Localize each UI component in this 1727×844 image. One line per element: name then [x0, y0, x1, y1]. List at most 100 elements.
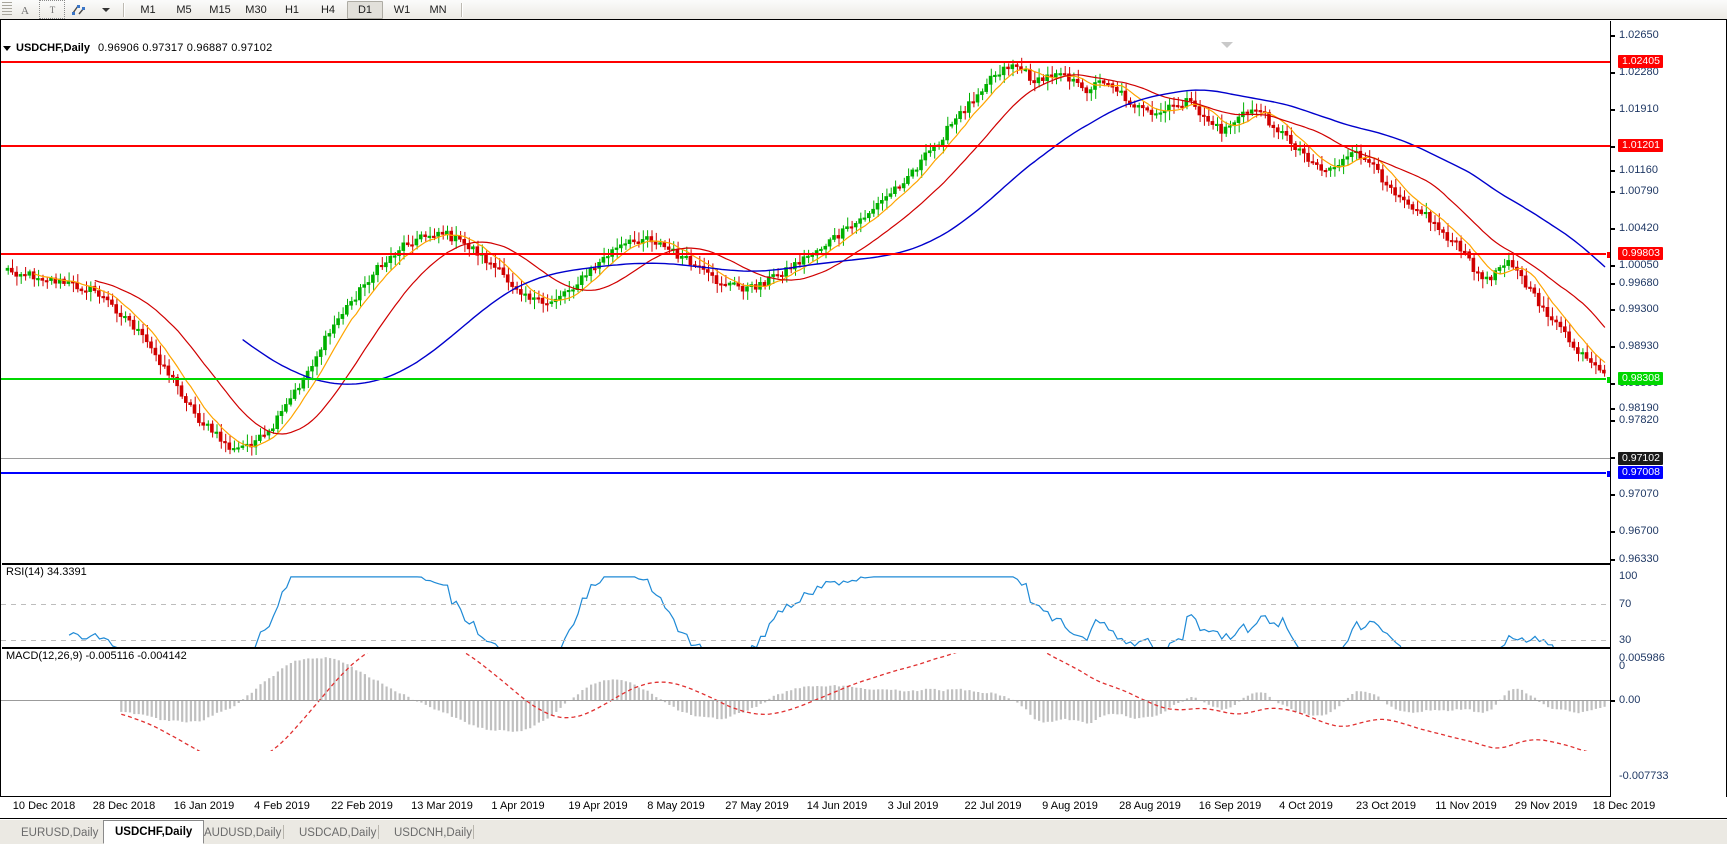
price-tick: 0.96330	[1619, 553, 1659, 565]
crosshair-icon[interactable]: A	[13, 1, 37, 18]
chart-menu-caret-icon[interactable]	[3, 45, 11, 51]
svg-text:A: A	[21, 5, 29, 17]
chart-tabbar: EURUSD,Daily USDCHF,Daily AUDUSD,Daily U…	[0, 819, 1727, 844]
pane-separator-macd[interactable]	[2, 647, 1727, 649]
tab-usdchf-daily[interactable]: USDCHF,Daily	[103, 820, 205, 844]
price-tick: 0.98190	[1619, 402, 1659, 414]
text-label-icon[interactable]: T	[39, 0, 65, 19]
rsi-level-30-line	[1, 640, 1610, 641]
date-tick: 27 May 2019	[725, 800, 789, 812]
date-tick: 18 Dec 2019	[1592, 800, 1656, 812]
rsi-indicator-label: RSI(14) 34.3391	[6, 566, 87, 578]
price-tick: 1.01910	[1619, 103, 1659, 115]
pane-separator-rsi[interactable]	[2, 563, 1727, 565]
date-tick: 13 Mar 2019	[411, 800, 473, 812]
timeframe-mn[interactable]: MN	[429, 3, 447, 16]
rsi-tick: 100	[1619, 570, 1638, 582]
toolbar-separator	[123, 2, 125, 17]
rsi-tick: 0	[1619, 660, 1626, 672]
hline-resistance-1[interactable]	[1, 61, 1610, 63]
tab-usdcnh-daily[interactable]: USDCNH,Daily	[394, 826, 472, 839]
timeframe-m5[interactable]: M5	[176, 3, 192, 16]
tab-audusd-daily[interactable]: AUDUSD,Daily	[204, 826, 282, 839]
date-tick: 28 Dec 2018	[92, 800, 156, 812]
tab-eurusd-daily[interactable]: EURUSD,Daily	[21, 826, 99, 839]
date-tick: 9 Aug 2019	[1042, 800, 1098, 812]
timeframe-d1[interactable]: D1	[347, 0, 383, 19]
price-plot-area[interactable]	[2, 21, 1610, 797]
main-toolbar: A T M1 M5 M15 M30 H1 H4 D1 W1 MN	[0, 0, 1727, 20]
price-tick: 0.98930	[1619, 340, 1659, 352]
scroll-marker-icon	[1221, 42, 1233, 48]
price-tick: 0.99680	[1619, 277, 1659, 289]
macd-tick: 0.005986	[1619, 652, 1665, 664]
timeframe-m15[interactable]: M15	[209, 3, 231, 16]
tab-separator	[283, 825, 284, 839]
price-label-support-blue[interactable]: 0.97008	[1618, 466, 1663, 479]
price-tick: 1.00420	[1619, 222, 1659, 234]
price-tick: 1.01160	[1619, 164, 1658, 176]
price-tick: 0.97820	[1619, 414, 1659, 426]
chart-frame[interactable]: USDCHF,Daily 0.96906 0.97317 0.96887 0.9…	[0, 19, 1727, 797]
date-tick: 14 Jun 2019	[806, 800, 868, 812]
price-tick: 0.96700	[1619, 525, 1659, 537]
macd-tick: 0.00	[1619, 694, 1641, 706]
price-tick: 1.00790	[1619, 185, 1659, 197]
price-tick: 0.99300	[1619, 303, 1659, 315]
date-tick: 8 May 2019	[647, 800, 705, 812]
svg-text:T: T	[49, 5, 55, 15]
price-tick: 1.02650	[1619, 29, 1659, 41]
date-tick: 29 Nov 2019	[1514, 800, 1578, 812]
hline-support-green[interactable]	[1, 376, 1614, 384]
hline-resistance-3[interactable]	[1, 251, 1614, 259]
date-tick: 3 Jul 2019	[887, 800, 939, 812]
price-label-support-green[interactable]: 0.98308	[1618, 372, 1663, 385]
price-label-last-price: 0.97102	[1618, 452, 1663, 465]
price-scale[interactable]: 1.02650 1.02280 1.01910 1.01540 1.01160 …	[1610, 21, 1726, 797]
date-tick: 16 Sep 2019	[1198, 800, 1262, 812]
price-label-resistance-2[interactable]: 1.01201	[1618, 139, 1663, 152]
date-tick: 23 Oct 2019	[1356, 800, 1416, 812]
date-tick: 4 Feb 2019	[254, 800, 310, 812]
tab-separator	[473, 825, 474, 839]
timeframe-h1[interactable]: H1	[284, 3, 300, 16]
chart-ohlc-values: 0.96906 0.97317 0.96887 0.97102	[97, 42, 273, 54]
toolbar-grip[interactable]	[2, 2, 12, 17]
tab-usdcad-daily[interactable]: USDCAD,Daily	[299, 826, 377, 839]
date-axis[interactable]: 10 Dec 2018 28 Dec 2018 16 Jan 2019 4 Fe…	[0, 797, 1727, 819]
toolbar-separator-2	[461, 2, 463, 17]
macd-indicator-label: MACD(12,26,9) -0.005116 -0.004142	[6, 650, 187, 662]
date-tick: 22 Jul 2019	[964, 800, 1022, 812]
price-tick: 1.02280	[1619, 66, 1659, 78]
candlestick-series	[5, 57, 1606, 456]
date-tick: 4 Oct 2019	[1279, 800, 1333, 812]
chevron-down-icon[interactable]	[93, 1, 117, 18]
timeframe-h4[interactable]: H4	[320, 3, 336, 16]
date-tick: 16 Jan 2019	[173, 800, 235, 812]
macd-tick: -0.007733	[1619, 770, 1669, 782]
macd-zero-line	[1, 700, 1610, 701]
timeframe-m1[interactable]: M1	[140, 3, 156, 16]
chart-symbol-name: USDCHF,Daily	[16, 42, 90, 54]
hline-support-blue[interactable]	[1, 470, 1614, 478]
timeframe-m30[interactable]: M30	[245, 3, 267, 16]
rsi-tick: 70	[1619, 598, 1632, 610]
rsi-level-70-line	[1, 604, 1610, 605]
price-tick: 0.97070	[1619, 488, 1659, 500]
date-tick: 22 Feb 2019	[331, 800, 393, 812]
date-tick: 1 Apr 2019	[491, 800, 545, 812]
timeframe-w1[interactable]: W1	[393, 3, 411, 16]
hline-resistance-2[interactable]	[1, 145, 1610, 147]
tab-separator	[378, 825, 379, 839]
hline-last-price	[1, 458, 1610, 459]
objects-icon[interactable]	[67, 1, 91, 18]
rsi-tick: 30	[1619, 634, 1632, 646]
price-label-resistance-1[interactable]: 1.02405	[1618, 55, 1663, 68]
price-chart-svg	[5, 57, 1606, 751]
chart-symbol-header: USDCHF,Daily 0.96906 0.97317 0.96887 0.9…	[3, 41, 272, 55]
date-tick: 28 Aug 2019	[1119, 800, 1181, 812]
price-tick: 1.00050	[1619, 259, 1659, 271]
date-tick: 10 Dec 2018	[12, 800, 76, 812]
price-label-resistance-3[interactable]: 0.99803	[1618, 247, 1663, 260]
